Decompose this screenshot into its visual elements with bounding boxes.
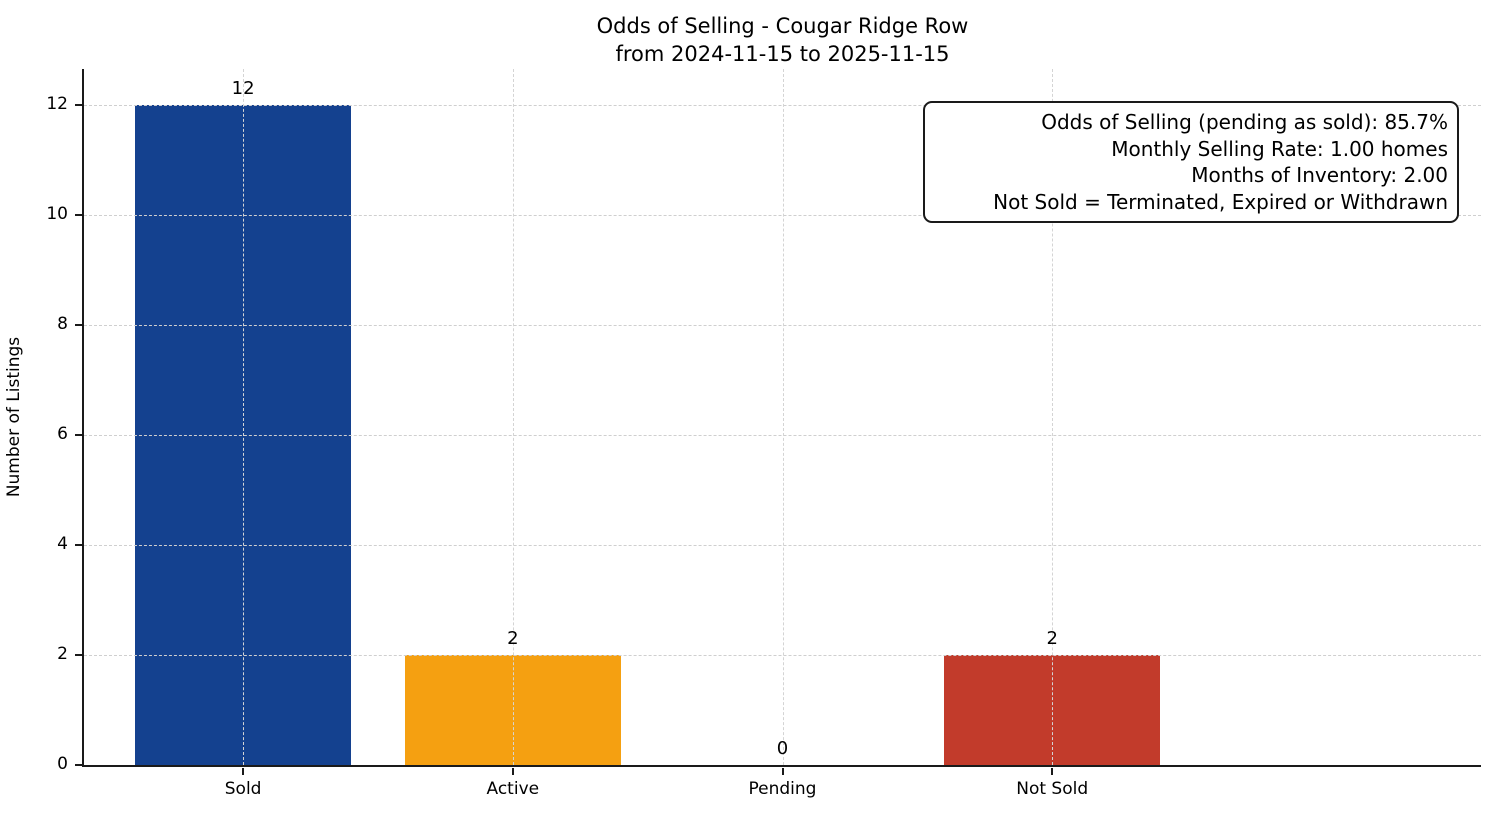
y-tick-label-8: 8 [57,313,68,334]
annotation-odds-of-selling: Odds of Selling (pending as sold): 85.7% [1041,110,1448,134]
y-tick-mark-12 [75,103,82,106]
y-tick-mark-10 [75,213,82,216]
chart-title-line1: Odds of Selling - Cougar Ridge Row [596,14,969,38]
v-gridline-active [512,69,514,765]
chart-title: Odds of Selling - Cougar Ridge Row from … [84,12,1481,68]
y-tick-mark-4 [75,543,82,546]
annotation-monthly-selling-rate: Monthly Selling Rate: 1.00 homes [1111,136,1448,161]
plot-area: 12 2 0 2 [75,69,1481,775]
x-tick-label-active: Active [486,779,540,799]
x-tick-label-not-sold: Not Sold [1016,779,1089,799]
y-tick-label-0: 0 [57,754,68,774]
y-tick-label-10: 10 [46,203,68,224]
bar-value-label-not-sold: 2 [1046,627,1058,649]
v-gridline-sold [243,69,245,765]
stats-annotation-box: Odds of Selling (pending as sold): 85.7%… [923,101,1459,223]
x-tick-mark-active [511,767,514,775]
annotation-not-sold-definition: Not Sold = Terminated, Expired or Withdr… [993,189,1448,214]
y-axis-spine [82,69,84,765]
bar-value-label-sold: 12 [231,77,255,99]
v-gridline-not-sold [1052,69,1054,765]
x-tick-mark-not-sold [1051,767,1054,775]
y-axis-label: Number of Listings [4,336,24,498]
x-tick-mark-sold [242,767,245,775]
y-tick-mark-6 [75,433,82,436]
bar-value-label-pending: 0 [776,738,789,759]
chart-title-line2: from 2024-11-15 to 2025-11-15 [615,42,950,66]
y-tick-label-4: 4 [57,533,68,554]
y-tick-mark-0 [75,764,82,766]
x-tick-label-sold: Sold [224,779,262,799]
y-tick-label-2: 2 [57,643,68,664]
y-tick-label-6: 6 [57,423,68,444]
x-axis-spine [82,764,1481,767]
v-gridline-pending [782,69,784,765]
y-tick-label-12: 12 [46,93,68,114]
x-tick-label-pending: Pending [748,779,817,799]
bar-value-label-active: 2 [507,627,519,649]
x-tick-mark-pending [781,767,784,775]
y-tick-mark-8 [75,323,82,326]
annotation-months-of-inventory: Months of Inventory: 2.00 [1191,163,1448,187]
y-tick-mark-2 [75,653,82,656]
